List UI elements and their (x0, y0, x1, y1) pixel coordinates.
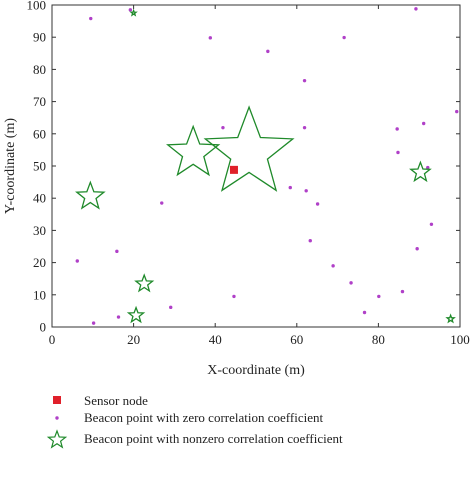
y-axis-label: Y-coordinate (m) (3, 118, 18, 214)
x-tick-label: 20 (127, 332, 140, 347)
legend-star-shape (46, 429, 68, 449)
x-tick-label: 60 (290, 332, 303, 347)
beacon-zero-point (315, 202, 320, 206)
y-tick-label: 100 (27, 0, 47, 13)
legend-marker-nonzero-beacon (46, 429, 68, 449)
beacon-zero-point (232, 294, 236, 299)
beacon-zero-point (395, 127, 399, 131)
legend-label-zero-beacon: Beacon point with zero correlation coeff… (84, 410, 323, 425)
y-tick-label: 90 (33, 30, 46, 45)
beacon-zero-point (75, 259, 79, 263)
figure-caption (32, 466, 462, 478)
beacon-zero-point (288, 185, 292, 190)
y-tick-label: 70 (33, 94, 46, 109)
x-tick-label: 100 (450, 332, 470, 347)
legend-label-sensor-node: Sensor node (84, 393, 148, 408)
beacon-zero-point (89, 16, 93, 21)
y-tick-label: 40 (33, 191, 46, 206)
legend-label-nonzero-beacon: Beacon point with nonzero correlation co… (84, 431, 343, 446)
beacon-nonzero-star (203, 105, 295, 192)
beacon-zero-point (116, 315, 121, 319)
beacon-nonzero-star (445, 313, 456, 324)
beacon-nonzero-star (126, 305, 146, 324)
beacon-zero-point (221, 125, 225, 130)
legend: Sensor node Beacon point with zero corre… (46, 393, 343, 449)
legend-marker-zero-beacon (55, 416, 59, 420)
beacon-zero-point (304, 189, 308, 193)
x-tick-label: 0 (49, 332, 56, 347)
beacon-zero-point (426, 165, 430, 170)
beacon-zero-point (302, 78, 307, 83)
beacon-zero-point (208, 36, 213, 40)
legend-marker-sensor-node (53, 396, 61, 404)
sensor-node-marker (229, 165, 238, 174)
x-tick-label: 40 (209, 332, 222, 347)
beacon-zero-point (455, 109, 459, 114)
beacon-zero-point (396, 150, 400, 155)
beacon-nonzero-star (134, 273, 155, 293)
plot-frame (51, 4, 461, 328)
y-tick-label: 80 (33, 62, 46, 77)
beacon-zero-point (342, 35, 346, 40)
beacon-zero-point (169, 305, 173, 310)
beacon-zero-point (414, 7, 418, 11)
beacon-zero-point (308, 239, 312, 243)
beacon-zero-point (400, 289, 405, 294)
beacon-nonzero-star (75, 180, 106, 210)
y-tick-label: 10 (33, 287, 46, 302)
beacon-zero-point (160, 201, 164, 205)
y-tick-label: 20 (33, 255, 46, 270)
beacon-zero-point (128, 8, 133, 12)
beacon-nonzero-star (166, 124, 221, 177)
x-axis-label: X-coordinate (m) (207, 363, 305, 378)
y-tick-label: 0 (40, 320, 47, 335)
beacon-zero-point (421, 121, 426, 126)
beacon-zero-point (331, 264, 335, 268)
beacon-zero-point (415, 247, 419, 251)
y-tick-label: 60 (33, 126, 46, 141)
beacon-zero-point (302, 125, 307, 130)
data-marks (75, 7, 459, 325)
beacon-zero-point (115, 249, 119, 254)
beacon-nonzero-star (129, 8, 138, 17)
beacon-zero-point (429, 222, 434, 226)
beacon-zero-point (377, 294, 381, 299)
axis-ticks: 0 20 40 60 80 100 0 10 20 30 40 50 60 70 80 90 100 (27, 0, 470, 347)
beacon-nonzero-star (409, 160, 432, 183)
beacon-zero-point (91, 321, 96, 325)
y-tick-label: 30 (33, 223, 46, 238)
beacon-zero-point (266, 49, 270, 54)
beacon-zero-point (362, 310, 367, 315)
y-tick-label: 50 (33, 159, 46, 174)
x-tick-label: 80 (372, 332, 385, 347)
beacon-zero-point (349, 281, 353, 285)
